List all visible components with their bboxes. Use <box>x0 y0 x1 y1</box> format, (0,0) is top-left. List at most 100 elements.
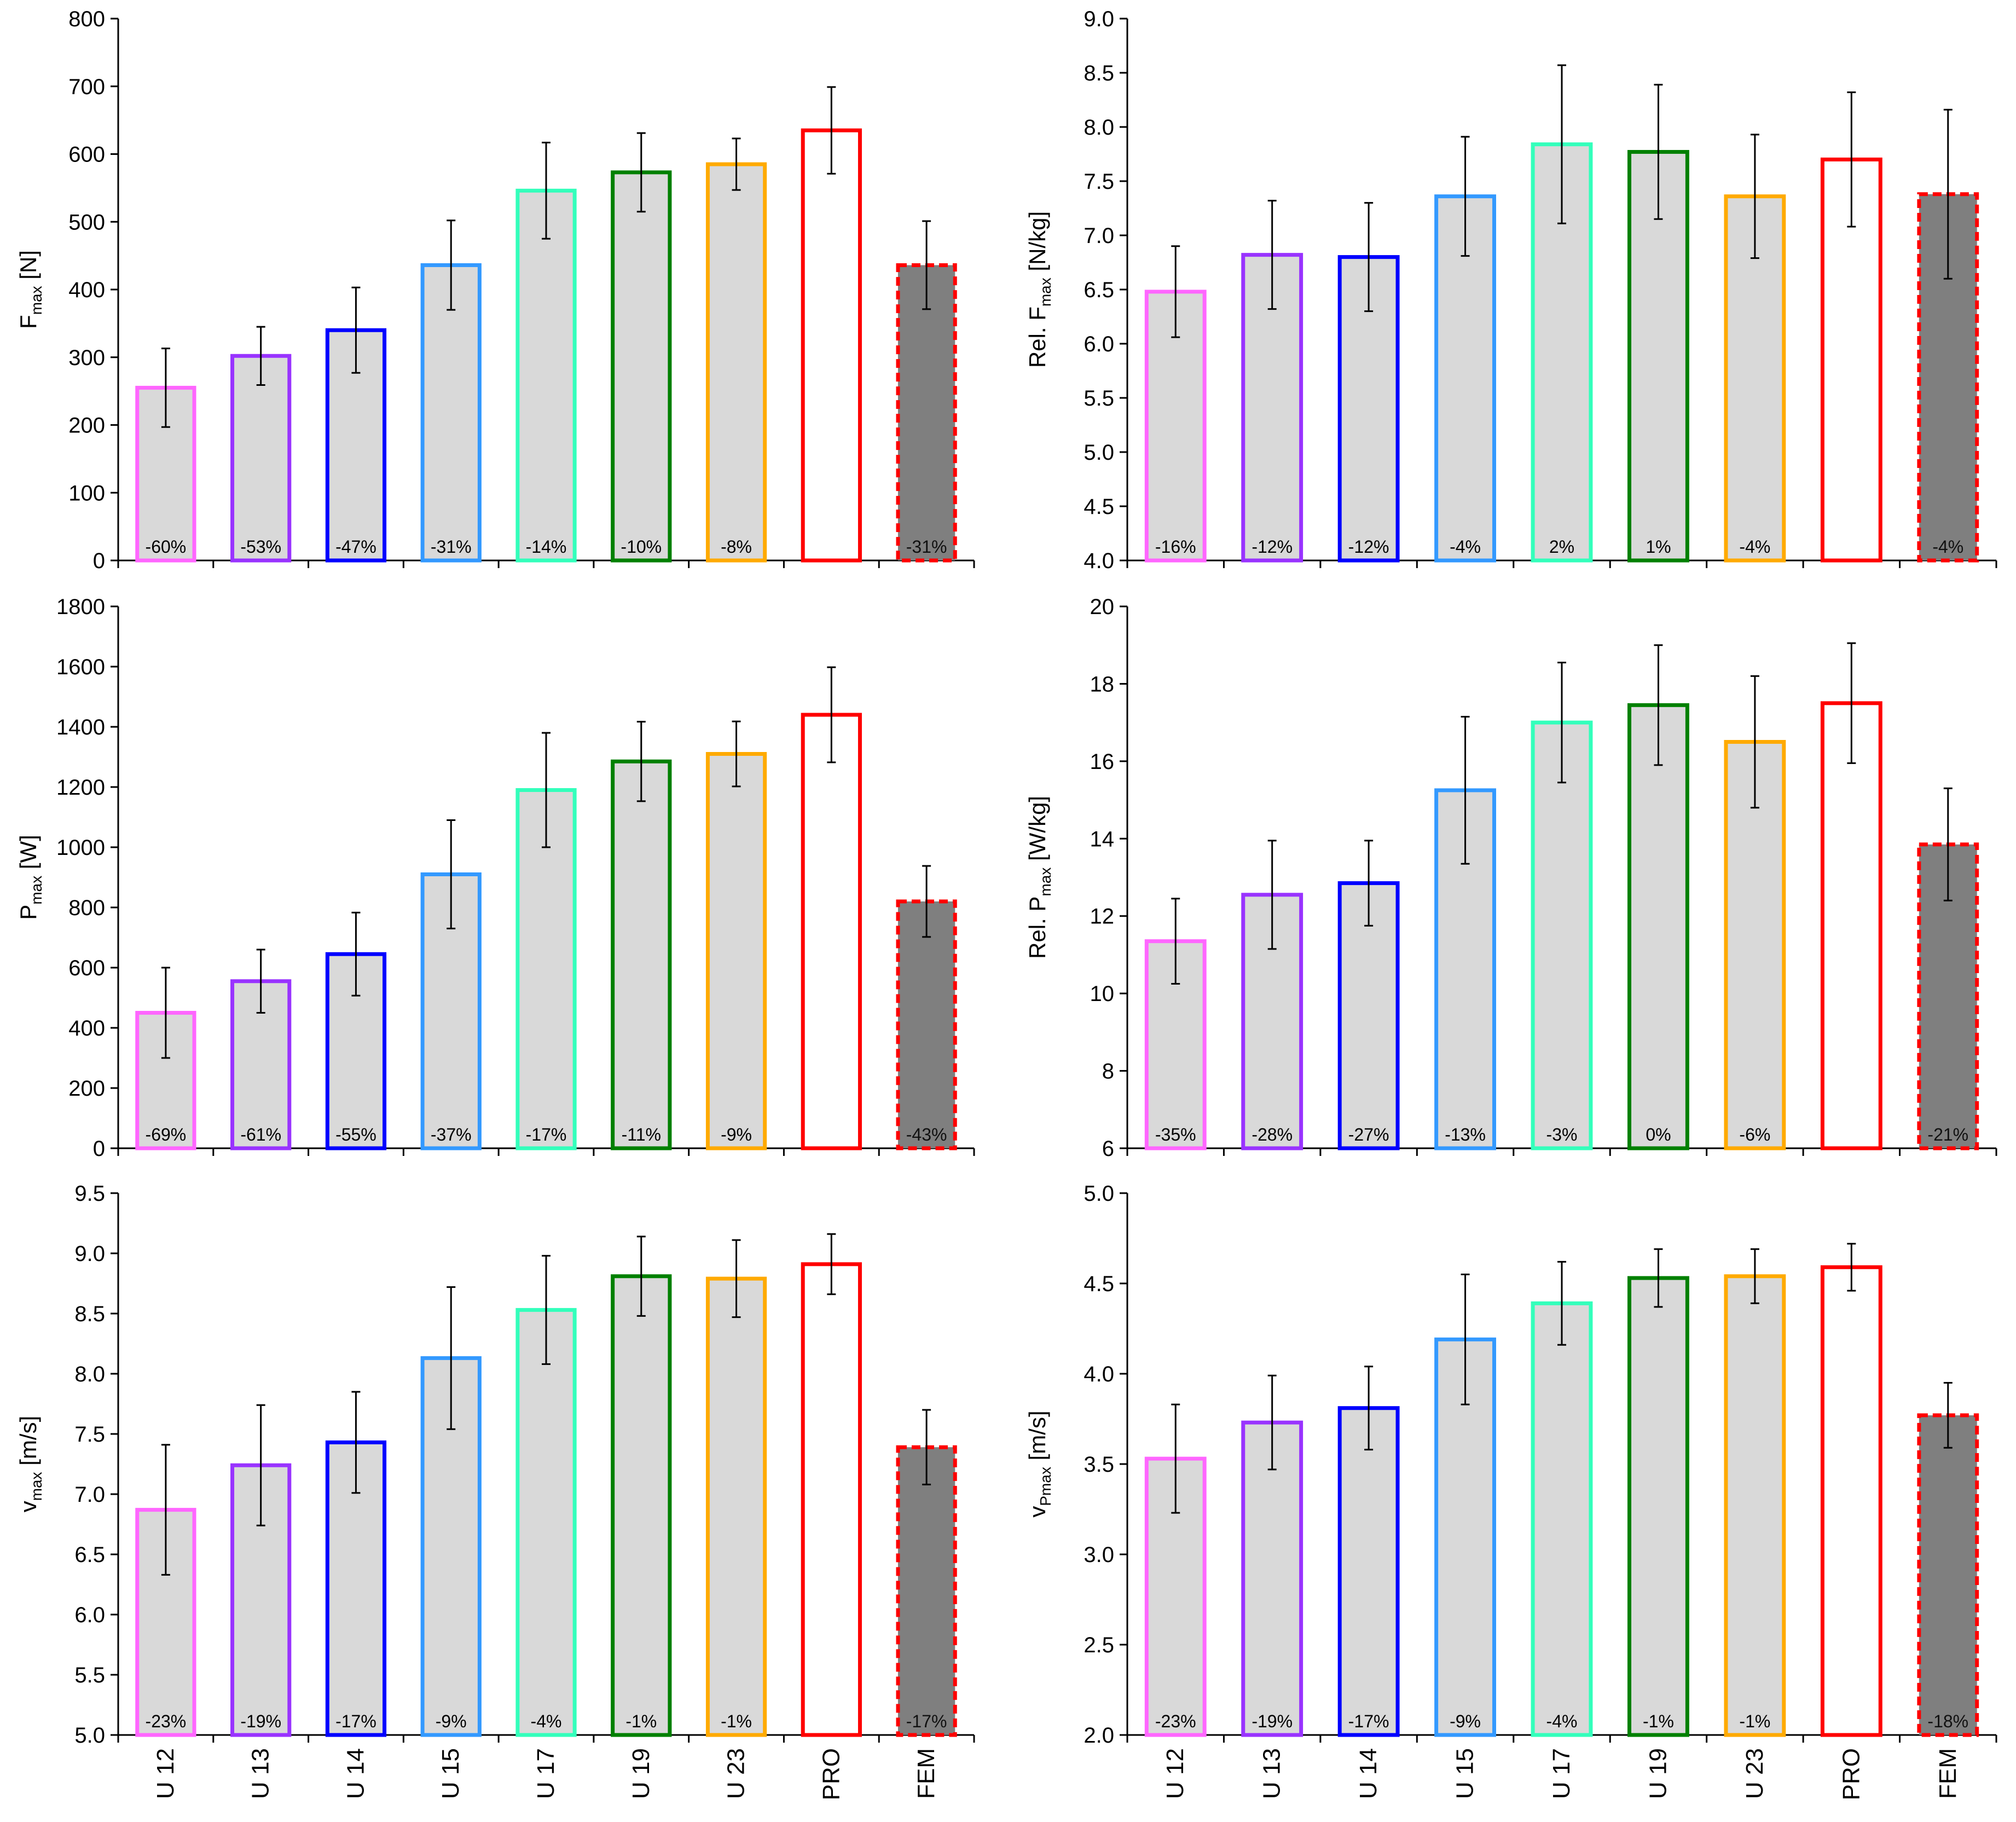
y-axis-title: vPmax [m/s] <box>1024 1410 1054 1517</box>
bar-u19 <box>1627 1276 1689 1737</box>
y-tick-label: 2.5 <box>1084 1633 1114 1657</box>
bar-u19 <box>611 759 672 1150</box>
percent-label: 0% <box>1646 1125 1671 1144</box>
bar-u13 <box>230 354 292 563</box>
y-tick-label: 6.5 <box>74 1543 105 1567</box>
percent-label: -1% <box>1739 1711 1770 1731</box>
bar-pro <box>801 713 862 1150</box>
percent-label: -9% <box>436 1711 467 1731</box>
x-category-label: U 12 <box>152 1748 179 1799</box>
bar-u13 <box>1241 1420 1304 1737</box>
y-tick-label: 8 <box>1102 1060 1114 1084</box>
y-tick-label: 200 <box>68 1077 105 1101</box>
percent-label: -19% <box>240 1711 281 1731</box>
y-axis-title: Rel. Fmax [N/kg] <box>1024 211 1054 368</box>
percent-label: -60% <box>146 537 187 557</box>
y-tick-label: 0 <box>93 1137 105 1161</box>
y-axis-title: vmax [m/s] <box>15 1416 45 1513</box>
bar-u23 <box>705 162 767 563</box>
percent-label: -4% <box>1932 537 1963 557</box>
x-category-label: U 14 <box>1355 1748 1382 1799</box>
x-category-label: U 13 <box>247 1748 274 1799</box>
percent-label: -28% <box>1252 1125 1293 1144</box>
y-axis-title: Fmax [N] <box>15 250 45 329</box>
percent-label: -37% <box>431 1125 472 1144</box>
y-tick-label: 5.0 <box>1084 441 1114 465</box>
percent-label: -43% <box>906 1125 947 1144</box>
bar-pro <box>801 1262 862 1737</box>
y-tick-label: 100 <box>68 481 105 505</box>
bar-pro <box>1820 701 1882 1150</box>
chart-panel-6: 2.0 2.5 3.0 3.5 4.0 4.5 5.0 vPmax [m/s] -23% U 12… <box>1024 1182 1997 1800</box>
y-tick-label: 3.5 <box>1084 1453 1114 1477</box>
percent-label: -16% <box>1155 537 1196 557</box>
percent-label: -11% <box>622 1125 661 1144</box>
y-tick-label: 800 <box>68 896 105 920</box>
percent-label: 2% <box>1549 537 1574 557</box>
y-tick-label: 2.0 <box>1084 1723 1114 1748</box>
percent-label: -12% <box>1252 537 1293 557</box>
y-tick-label: 1400 <box>56 715 105 739</box>
y-axis-title: Pmax [W] <box>15 835 45 920</box>
percent-label: -1% <box>625 1711 657 1731</box>
percent-label: 1% <box>1646 537 1671 557</box>
percent-label: -4% <box>1450 537 1481 557</box>
bar-u12 <box>1144 290 1207 563</box>
percent-label: -17% <box>335 1711 376 1731</box>
y-tick-label: 4.0 <box>1084 549 1114 573</box>
bar-u15 <box>420 263 482 563</box>
percent-label: -4% <box>1546 1711 1578 1731</box>
y-tick-label: 1000 <box>56 836 105 860</box>
bar-fem <box>1917 1413 1979 1737</box>
y-tick-label: 8.5 <box>74 1302 105 1326</box>
percent-label: -53% <box>240 537 281 557</box>
y-tick-label: 600 <box>68 143 105 167</box>
y-tick-label: 700 <box>68 75 105 99</box>
x-category-label: U 17 <box>1548 1748 1575 1799</box>
x-category-label: FEM <box>1934 1748 1961 1799</box>
chart-panel-4: 6 8 10 12 14 16 18 20 Rel. Pmax [W/kg] -35% -28% -2… <box>1024 595 1997 1161</box>
percent-label: -3% <box>1546 1125 1578 1144</box>
percent-label: -12% <box>1348 537 1389 557</box>
y-tick-label: 4.5 <box>1084 1272 1114 1296</box>
percent-label: -31% <box>431 537 472 557</box>
bar-pro <box>801 128 862 563</box>
x-category-label: U 23 <box>723 1748 750 1799</box>
y-tick-label: 6.0 <box>74 1603 105 1627</box>
bar-fem <box>896 1445 957 1737</box>
y-tick-label: 12 <box>1090 905 1115 929</box>
percent-label: -35% <box>1155 1125 1196 1144</box>
x-category-label: U 15 <box>437 1748 464 1799</box>
y-tick-label: 1800 <box>56 595 105 619</box>
y-tick-label: 5.5 <box>74 1663 105 1687</box>
x-category-label: FEM <box>913 1748 940 1799</box>
x-category-label: PRO <box>1838 1748 1864 1800</box>
percent-label: -23% <box>1155 1711 1196 1731</box>
y-tick-label: 7.0 <box>1084 224 1114 248</box>
y-tick-label: 16 <box>1090 750 1115 774</box>
y-axis-title: Rel. Pmax [W/kg] <box>1024 796 1054 959</box>
y-tick-label: 18 <box>1090 672 1115 696</box>
y-tick-label: 10 <box>1090 982 1115 1006</box>
bar-pro <box>1820 1265 1882 1737</box>
y-tick-label: 9.0 <box>74 1242 105 1266</box>
x-category-label: U 12 <box>1162 1748 1189 1799</box>
percent-label: -13% <box>1445 1125 1486 1144</box>
percent-label: -61% <box>240 1125 281 1144</box>
y-tick-label: 6.0 <box>1084 332 1114 356</box>
percent-label: -14% <box>526 537 567 557</box>
percent-label: -69% <box>146 1125 187 1144</box>
chart-panel-5: 5.0 5.5 6.0 6.5 7.0 7.5 8.0 8.5 9.0 9.5 vmax [m/s]… <box>15 1182 975 1800</box>
y-tick-label: 4.0 <box>1084 1362 1114 1386</box>
percent-label: -17% <box>1348 1711 1389 1731</box>
y-tick-label: 20 <box>1090 595 1115 619</box>
bar-u17 <box>515 788 577 1150</box>
y-tick-label: 0 <box>93 549 105 573</box>
y-tick-label: 7.0 <box>74 1483 105 1507</box>
y-tick-label: 7.5 <box>1084 170 1114 194</box>
bar-u19 <box>1627 703 1689 1150</box>
bar-u23 <box>1724 740 1786 1150</box>
percent-label: -6% <box>1739 1125 1770 1144</box>
percent-label: -17% <box>526 1125 567 1144</box>
